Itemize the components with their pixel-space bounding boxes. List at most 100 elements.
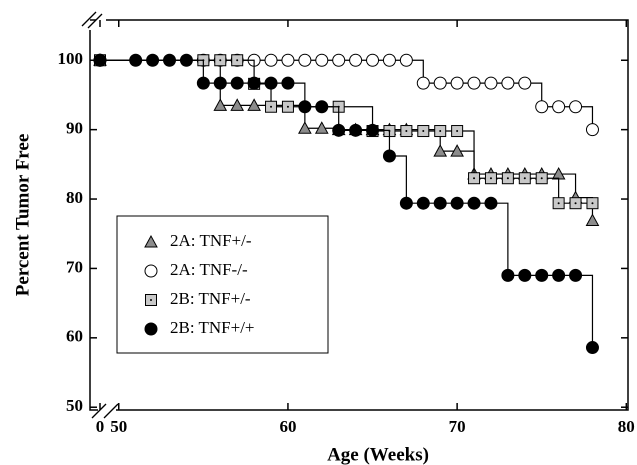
circle-marker bbox=[366, 123, 380, 137]
plot-frame bbox=[89, 19, 629, 411]
circle-marker bbox=[332, 123, 346, 137]
y-tick-label: 80 bbox=[66, 188, 83, 207]
legend-label: 2A: TNF+/- bbox=[170, 231, 252, 250]
circle-marker bbox=[332, 53, 346, 67]
circle-marker bbox=[349, 123, 363, 137]
square-dot bbox=[236, 59, 239, 62]
square-marker bbox=[417, 125, 430, 138]
x-tick-label: 70 bbox=[449, 417, 466, 436]
square-dot bbox=[286, 105, 289, 108]
axis-break bbox=[81, 10, 119, 419]
x-tick-label: 50 bbox=[110, 417, 127, 436]
square-dot bbox=[456, 130, 459, 133]
legend-label: 2B: TNF+/+ bbox=[170, 318, 255, 337]
triangle-marker bbox=[298, 121, 312, 134]
square-dot bbox=[219, 59, 222, 62]
y-tick-label: 70 bbox=[66, 257, 83, 276]
circle-marker bbox=[416, 196, 430, 210]
circle-marker bbox=[501, 76, 515, 90]
circle-marker bbox=[518, 268, 532, 282]
square-dot bbox=[422, 130, 425, 133]
break-mark bbox=[103, 403, 119, 419]
triangle-marker bbox=[314, 121, 329, 134]
circle-marker bbox=[450, 76, 464, 90]
circle-marker bbox=[382, 53, 396, 67]
circle-marker bbox=[518, 76, 532, 90]
step-line bbox=[389, 155, 407, 204]
circle-marker bbox=[264, 53, 278, 67]
circle-marker bbox=[585, 123, 599, 137]
circle-marker bbox=[535, 100, 549, 114]
square-marker bbox=[468, 172, 481, 185]
legend-marker bbox=[145, 294, 157, 306]
break-mark bbox=[81, 11, 97, 27]
circle-marker bbox=[433, 76, 447, 90]
legend-marker bbox=[144, 322, 158, 336]
step-line bbox=[490, 202, 509, 276]
triangle-marker bbox=[585, 213, 600, 227]
step-line bbox=[575, 274, 594, 348]
circle-marker bbox=[399, 53, 413, 67]
circle-marker bbox=[552, 268, 566, 282]
square-marker bbox=[265, 100, 278, 113]
circle-marker bbox=[467, 196, 481, 210]
series bbox=[93, 53, 599, 355]
break-mark bbox=[87, 13, 103, 29]
square-marker bbox=[214, 54, 227, 67]
circle-marker bbox=[433, 196, 447, 210]
circle-marker bbox=[535, 268, 549, 282]
square-dot bbox=[405, 130, 408, 133]
square-dot bbox=[506, 177, 509, 180]
circle-marker bbox=[416, 76, 430, 90]
break-gap bbox=[98, 402, 116, 418]
circle-marker bbox=[247, 76, 261, 90]
circle-marker bbox=[552, 100, 566, 114]
circle-marker bbox=[569, 268, 583, 282]
step-line bbox=[254, 104, 306, 129]
square-dot bbox=[489, 177, 492, 180]
circle-marker bbox=[163, 53, 177, 67]
legend-label: 2B: TNF+/- bbox=[170, 289, 251, 308]
circle-marker bbox=[281, 53, 295, 67]
y-tick-label: 100 bbox=[58, 49, 84, 68]
square-marker bbox=[552, 197, 565, 210]
circle-marker bbox=[213, 76, 227, 90]
square-dot bbox=[557, 202, 560, 205]
circle-marker bbox=[501, 268, 515, 282]
square-marker bbox=[518, 172, 531, 185]
legend-marker bbox=[144, 234, 158, 248]
square-marker bbox=[434, 125, 447, 138]
circle-marker bbox=[315, 100, 329, 114]
square-marker bbox=[451, 125, 464, 138]
square-dot bbox=[270, 105, 273, 108]
triangle-marker bbox=[450, 144, 464, 157]
circle-marker bbox=[146, 53, 160, 67]
circle-marker bbox=[315, 53, 329, 67]
x-tick-label: 0 bbox=[96, 417, 105, 436]
circle-marker bbox=[399, 196, 413, 210]
x-tick-label: 80 bbox=[618, 417, 635, 436]
y-axis-title: Percent Tumor Free bbox=[12, 134, 33, 297]
square-marker bbox=[231, 54, 244, 67]
legend-label: 2A: TNF-/- bbox=[170, 260, 248, 279]
circle-marker bbox=[129, 53, 143, 67]
circle-marker bbox=[349, 53, 363, 67]
x-tick-label: 60 bbox=[279, 417, 296, 436]
square-marker bbox=[569, 197, 582, 210]
circle-marker bbox=[196, 76, 210, 90]
square-marker bbox=[535, 172, 548, 185]
circle-marker bbox=[484, 196, 498, 210]
circle-marker bbox=[93, 53, 107, 67]
square-marker bbox=[586, 197, 599, 210]
circle-marker bbox=[298, 53, 312, 67]
triangle-marker bbox=[433, 144, 448, 157]
circle-marker bbox=[230, 76, 244, 90]
circle-marker bbox=[382, 149, 396, 163]
break-mark bbox=[91, 403, 107, 419]
square-dot bbox=[540, 177, 543, 180]
square-marker bbox=[400, 125, 413, 138]
square-dot bbox=[150, 299, 152, 301]
square-marker bbox=[281, 100, 294, 113]
square-dot bbox=[591, 202, 594, 205]
